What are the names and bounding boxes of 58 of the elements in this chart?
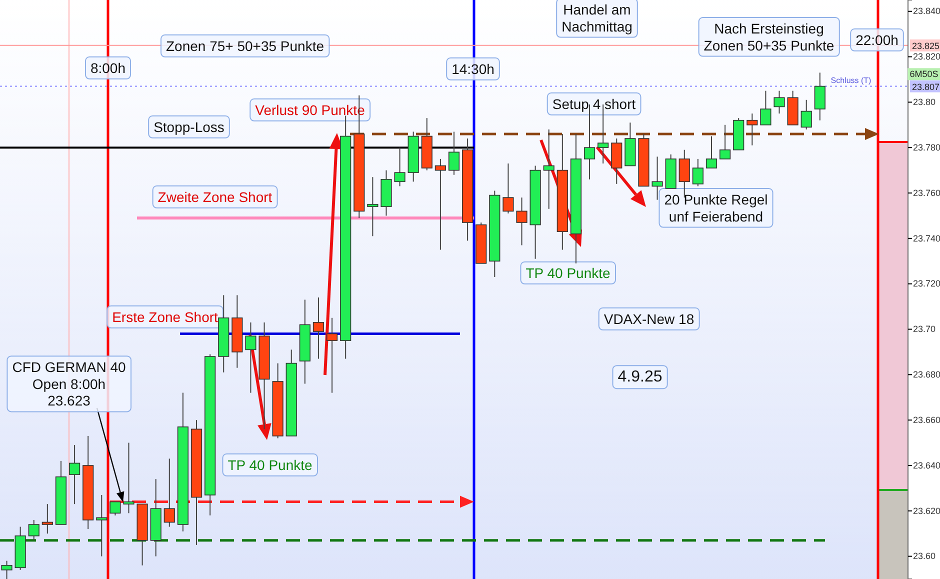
candlestick [394, 147, 406, 187]
annotation: Stopp-Loss [154, 118, 224, 135]
annotation: Nach Ersteinstieg Zonen 50+35 Punkte [704, 20, 834, 54]
ref-line-label: 23.825 [912, 40, 940, 51]
candlestick [814, 72, 826, 121]
y-tick-label: 23.660 [913, 414, 940, 425]
candlestick [448, 131, 460, 176]
annotation: TP 40 Punkte [526, 264, 610, 281]
candlestick [760, 90, 772, 126]
y-tick-label: 23.740 [913, 233, 940, 244]
y-tick-label: 23.70 [913, 324, 936, 334]
annotation: Zonen 75+ 50+35 Punkte [166, 38, 324, 54]
candlestick [1, 560, 12, 579]
annotation: Erste Zone Short [112, 308, 218, 325]
annotation: TP 40 Punkte [228, 456, 312, 473]
candlestick [434, 158, 446, 250]
y-tick-label: 23.820 [913, 52, 940, 62]
y-tick-label: 23.680 [913, 370, 940, 380]
candlestick [367, 176, 378, 237]
annotation: CFD GERMAN 40 Open 8:00h 23.623 [12, 359, 126, 409]
annotation: VDAX-New 18 [604, 310, 694, 327]
candlestick [652, 156, 663, 200]
candlestick [68, 444, 80, 505]
y-tick-label: 23.840 [913, 6, 940, 16]
candlestick [774, 90, 785, 114]
candlestick [692, 158, 704, 187]
y-tick-label: 23.780 [913, 142, 940, 152]
candlestick [706, 136, 718, 169]
candlestick [800, 99, 812, 130]
candlestick [502, 162, 514, 214]
candlestick [312, 296, 324, 360]
annotation: Zweite Zone Short [158, 188, 272, 205]
annotation: Handel am Nachmittag [562, 2, 632, 34]
candlestick [28, 519, 40, 541]
candlestick [245, 322, 256, 394]
annotation: 22:00h [856, 32, 898, 48]
annotation: Setup 4 short [552, 96, 636, 112]
y-tick-label: 23.60 [913, 551, 936, 562]
y-tick-label: 23.720 [913, 278, 940, 289]
ref-line-label: 23.807 [912, 82, 940, 92]
candlestick [96, 494, 108, 557]
candlestick [110, 501, 121, 516]
annotation: Schluss (T) [830, 76, 872, 85]
candlestick [42, 504, 53, 534]
annotation: 4.9.25 [618, 368, 662, 386]
y-tick-label: 23.640 [913, 460, 940, 470]
y-tick-label: 23.80 [913, 97, 936, 108]
y-tick-label: 23.760 [913, 188, 940, 198]
candlestick [719, 124, 731, 160]
candlestick [543, 128, 554, 210]
annotation: 14:30h [452, 60, 494, 77]
y-tick-label: 23.620 [913, 506, 940, 516]
candlestick [746, 113, 758, 146]
candlestick [516, 197, 528, 246]
text: 6M50S [910, 69, 938, 80]
candlestick [164, 458, 175, 528]
annotation: 8:00h [90, 60, 126, 76]
annotation: 20 Punkte Regel unf Feierabend [664, 192, 768, 224]
